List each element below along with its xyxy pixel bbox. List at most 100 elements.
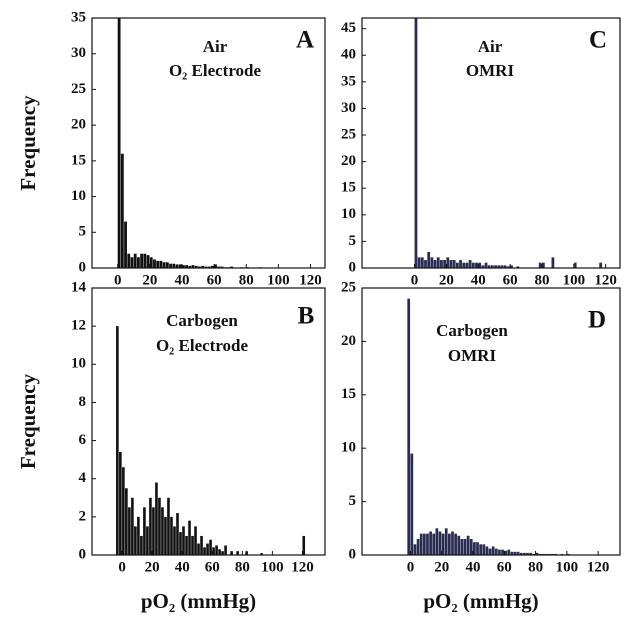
y-tick-label: 25 — [341, 126, 356, 142]
x-tick-label: 120 — [594, 272, 617, 288]
panel-letter: C — [589, 27, 607, 54]
panel-letter: D — [588, 307, 606, 334]
y-tick-label: 0 — [79, 259, 87, 275]
x-tick-label: 60 — [205, 559, 220, 575]
y-tick-label: 5 — [349, 493, 357, 509]
x-axis-label: pO₂ (mmHg) — [423, 589, 538, 613]
bar — [487, 265, 491, 268]
bar — [504, 550, 508, 555]
bar — [424, 260, 427, 268]
panel-subtitle: OMRI — [466, 61, 515, 80]
bar — [207, 266, 211, 268]
bar — [426, 533, 429, 555]
x-tick-label: 100 — [556, 559, 579, 575]
bar — [185, 265, 189, 268]
bar — [136, 257, 140, 268]
bar — [455, 262, 459, 268]
bar — [444, 528, 448, 555]
bar — [125, 488, 128, 555]
bar — [516, 266, 520, 268]
bar — [143, 253, 147, 268]
bar — [429, 531, 432, 555]
bar — [149, 257, 153, 268]
bar — [510, 551, 514, 555]
bar — [188, 265, 192, 268]
bar — [161, 507, 164, 555]
x-tick-label: 40 — [174, 272, 189, 288]
bar — [485, 546, 489, 555]
y-tick-label: 20 — [341, 153, 356, 169]
bar — [510, 265, 513, 268]
panel-subtitle: O₂ Electrode — [169, 61, 262, 80]
y-tick-label: 10 — [71, 356, 86, 372]
x-tick-label: 100 — [261, 559, 284, 575]
x-tick-label: 100 — [563, 272, 586, 288]
x-tick-label: 20 — [439, 272, 454, 288]
bar — [185, 535, 188, 555]
bar — [201, 265, 205, 268]
axes-frame — [361, 287, 621, 556]
bar — [221, 551, 224, 555]
bar — [181, 265, 185, 268]
bar — [140, 253, 144, 268]
bar — [432, 533, 436, 555]
bar — [479, 544, 482, 555]
bar — [414, 18, 418, 268]
bar — [497, 265, 501, 268]
bar — [124, 221, 127, 268]
axes-frame — [361, 17, 621, 269]
y-tick-label: 6 — [79, 432, 87, 448]
bar — [500, 265, 504, 268]
bar — [191, 265, 195, 268]
bar — [482, 544, 486, 555]
bar — [459, 260, 462, 268]
y-tick-label: 10 — [71, 188, 86, 204]
bar — [463, 538, 467, 555]
bar — [170, 516, 173, 555]
bar — [462, 262, 466, 268]
bar — [469, 538, 473, 555]
y-tick-label: 8 — [79, 394, 87, 410]
x-tick-label: 20 — [142, 272, 157, 288]
bar — [127, 253, 131, 268]
bar — [143, 507, 146, 555]
bar — [419, 533, 423, 555]
x-tick-label: 60 — [497, 559, 512, 575]
y-tick-label: 4 — [79, 470, 87, 486]
bar — [182, 526, 185, 555]
bar — [230, 266, 234, 268]
bar — [413, 544, 417, 555]
bar — [407, 298, 411, 555]
y-tick-label: 5 — [349, 233, 357, 249]
bar — [137, 516, 140, 555]
bar — [194, 526, 197, 555]
bar — [158, 497, 161, 555]
x-tick-label: 100 — [267, 272, 290, 288]
x-tick-label: 80 — [235, 559, 250, 575]
bar — [146, 526, 149, 555]
y-tick-label: 5 — [79, 224, 87, 240]
bar — [441, 533, 445, 555]
x-tick-label: 40 — [175, 559, 190, 575]
bar — [541, 262, 545, 268]
bar — [230, 551, 233, 555]
bar — [206, 543, 209, 555]
bar — [507, 549, 511, 555]
bar — [476, 542, 479, 555]
bar — [169, 263, 172, 268]
bar — [191, 535, 194, 555]
x-tick-label: 20 — [145, 559, 160, 575]
panel-title: Carbogen — [436, 321, 508, 340]
bar — [167, 497, 170, 555]
bar — [436, 257, 440, 268]
panel-subtitle: OMRI — [448, 346, 497, 365]
bar — [152, 507, 155, 555]
bar — [140, 535, 143, 555]
bar — [204, 266, 208, 268]
bar — [454, 533, 457, 555]
bar — [215, 545, 218, 555]
x-tick-label: 120 — [299, 272, 322, 288]
bar — [200, 535, 203, 555]
bar — [475, 262, 478, 268]
